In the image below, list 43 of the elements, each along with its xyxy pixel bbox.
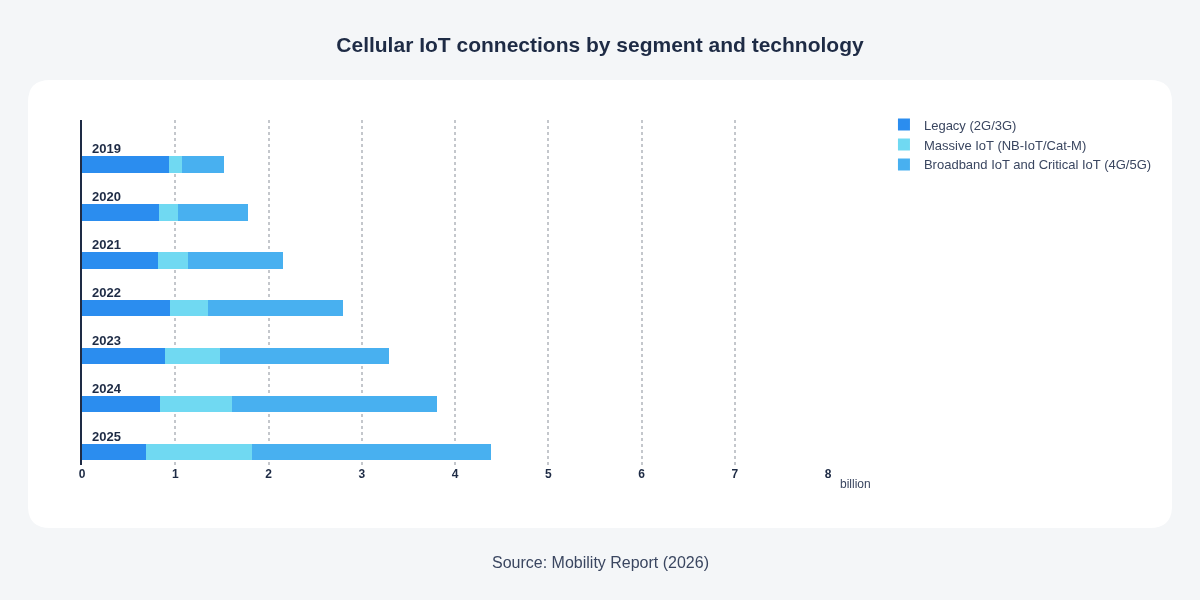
bar <box>82 443 147 461</box>
bar <box>181 156 224 173</box>
bar <box>82 156 169 173</box>
bar <box>158 252 189 269</box>
x-tick-label: 1 <box>171 467 179 481</box>
bar <box>82 252 159 269</box>
bar <box>188 252 284 269</box>
bar <box>159 204 179 221</box>
y-tick-label: 2020 <box>92 189 121 204</box>
x-axis-title: billion <box>840 477 871 491</box>
bar <box>82 300 170 317</box>
x-tick-label: 6 <box>638 467 646 481</box>
y-tick-label: 2024 <box>92 381 122 396</box>
x-tick-label: 7 <box>731 467 739 481</box>
x-tick-label: 3 <box>358 467 366 481</box>
bar <box>207 300 344 317</box>
chart-title: Cellular IoT connections by segment and technology <box>336 33 865 57</box>
y-tick-label: 2021 <box>92 237 121 252</box>
bar <box>160 396 233 413</box>
x-tick-label: 4 <box>451 467 459 481</box>
x-tick-label: 5 <box>544 467 552 481</box>
bar <box>82 204 160 221</box>
y-tick-label: 2023 <box>92 333 121 348</box>
x-tick-label: 8 <box>824 467 832 481</box>
legend-label: Broadband IoT and Critical IoT (4G/5G) <box>923 157 1152 173</box>
y-tick-label: 2025 <box>92 429 121 444</box>
y-tick-label: 2019 <box>92 141 121 156</box>
x-tick-label: 2 <box>265 467 273 481</box>
bar <box>168 156 182 173</box>
source-note: Source: Mobility Report (2026) <box>492 554 709 571</box>
y-tick-label: 2022 <box>92 285 121 300</box>
legend-label: Legacy (2G/3G) <box>923 117 1017 133</box>
bar <box>169 300 208 317</box>
bar <box>220 348 389 365</box>
bar <box>146 443 252 461</box>
bar <box>82 348 165 365</box>
bar <box>232 396 438 413</box>
bar <box>82 396 161 413</box>
bar <box>178 204 248 221</box>
legend-label: Massive IoT (NB-IoT/Cat-M) <box>923 137 1087 153</box>
x-tick-label: 0 <box>78 467 86 481</box>
bar <box>251 443 492 461</box>
bar <box>164 348 221 365</box>
